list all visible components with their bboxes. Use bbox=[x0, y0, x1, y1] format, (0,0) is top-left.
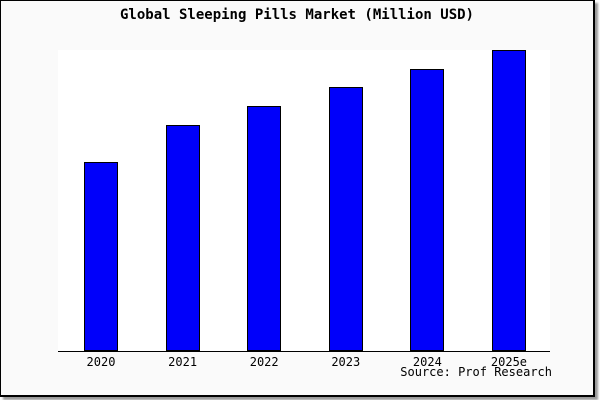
bar-column-2023: 2023 bbox=[328, 87, 363, 369]
bars-container: 2020 2021 2022 2023 2024 2025e bbox=[58, 50, 550, 369]
bar-2021 bbox=[165, 125, 200, 351]
bar-column-2021: 2021 bbox=[165, 125, 200, 369]
bar-2020 bbox=[84, 162, 118, 351]
x-tick-label-2024: 2024 bbox=[412, 355, 442, 369]
bar-2025e bbox=[491, 50, 526, 351]
bar-column-2025e: 2025e bbox=[491, 50, 527, 369]
bar-column-2020: 2020 bbox=[84, 162, 118, 369]
x-tick-label-2025e: 2025e bbox=[490, 355, 528, 369]
x-tick-label-2021: 2021 bbox=[168, 355, 198, 369]
plot-area: 2020 2021 2022 2023 2024 2025e bbox=[58, 50, 550, 369]
chart-title: Global Sleeping Pills Market (Million US… bbox=[119, 7, 474, 23]
bar-column-2022: 2022 bbox=[247, 106, 282, 369]
bar-2023 bbox=[328, 87, 363, 351]
bar-2024 bbox=[410, 69, 445, 351]
x-tick-label-2020: 2020 bbox=[86, 355, 116, 369]
source-note: Source: Prof Research bbox=[400, 365, 552, 379]
x-tick-label-2022: 2022 bbox=[249, 355, 279, 369]
x-tick-label-2023: 2023 bbox=[331, 355, 361, 369]
bar-2022 bbox=[247, 106, 282, 351]
bar-column-2024: 2024 bbox=[410, 69, 445, 369]
